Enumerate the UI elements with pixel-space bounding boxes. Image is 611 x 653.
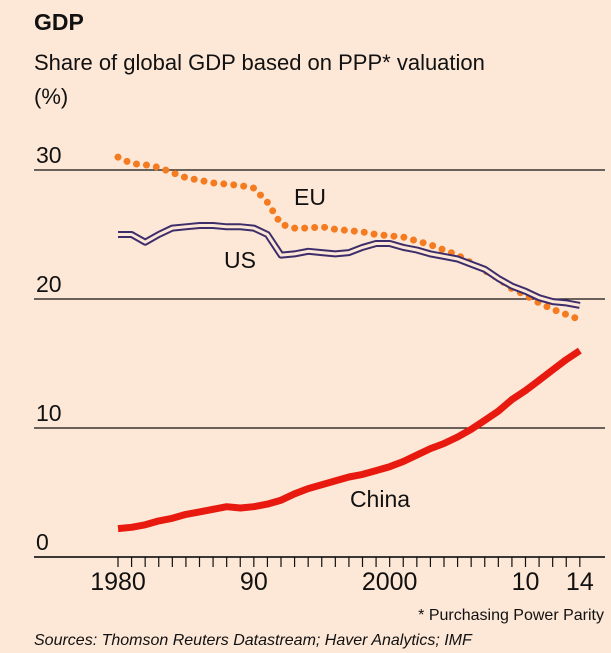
chart-subtitle: Share of global GDP based on PPP* valuat… <box>34 50 485 75</box>
x-tick-label: 14 <box>566 568 594 596</box>
y-tick-label: 0 <box>36 529 49 555</box>
x-tick-label: 1980 <box>90 568 146 596</box>
series-label: EU <box>294 184 326 210</box>
y-tick-label: 10 <box>36 400 62 426</box>
chart-title: GDP <box>34 9 84 35</box>
y-tick-label: 20 <box>36 271 62 297</box>
x-tick-label: 2000 <box>362 568 418 596</box>
series-label: China <box>350 486 410 512</box>
x-tick-label: 90 <box>240 568 268 596</box>
source: Sources: Thomson Reuters Datastream; Hav… <box>34 632 473 649</box>
series-label: US <box>224 247 256 273</box>
series-line-inner <box>118 224 581 307</box>
y-tick-label: 30 <box>36 142 62 168</box>
footnote: * Purchasing Power Parity <box>418 607 604 624</box>
chart-subtitle: (%) <box>34 84 68 109</box>
x-tick-label: 10 <box>512 568 540 596</box>
series-line <box>117 347 582 533</box>
